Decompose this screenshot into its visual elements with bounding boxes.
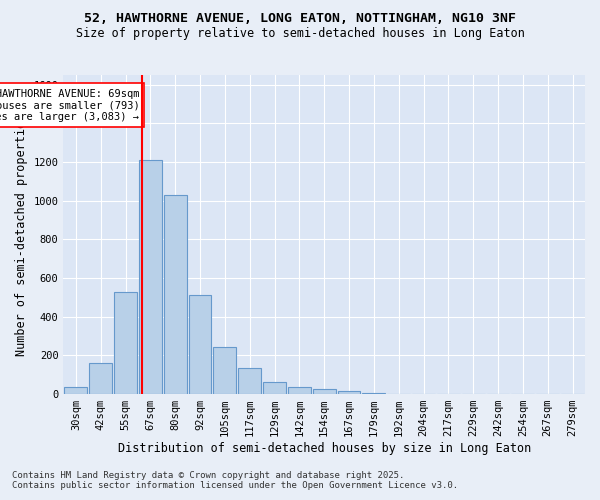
Bar — [238, 368, 261, 394]
Text: Size of property relative to semi-detached houses in Long Eaton: Size of property relative to semi-detach… — [76, 28, 524, 40]
Bar — [263, 382, 286, 394]
Bar — [139, 160, 162, 394]
Bar — [164, 195, 187, 394]
Bar — [338, 391, 361, 394]
Text: 52 HAWTHORNE AVENUE: 69sqm
← 20% of semi-detached houses are smaller (793)
78% o: 52 HAWTHORNE AVENUE: 69sqm ← 20% of semi… — [0, 88, 139, 122]
Bar — [313, 389, 335, 394]
Bar — [188, 296, 211, 394]
Bar — [362, 392, 385, 394]
Bar — [214, 346, 236, 394]
Text: Contains HM Land Registry data © Crown copyright and database right 2025.
Contai: Contains HM Land Registry data © Crown c… — [12, 470, 458, 490]
Bar — [114, 292, 137, 394]
X-axis label: Distribution of semi-detached houses by size in Long Eaton: Distribution of semi-detached houses by … — [118, 442, 531, 455]
Bar — [89, 363, 112, 394]
Bar — [64, 388, 87, 394]
Y-axis label: Number of semi-detached properties: Number of semi-detached properties — [15, 114, 28, 356]
Text: 52, HAWTHORNE AVENUE, LONG EATON, NOTTINGHAM, NG10 3NF: 52, HAWTHORNE AVENUE, LONG EATON, NOTTIN… — [84, 12, 516, 26]
Bar — [288, 388, 311, 394]
